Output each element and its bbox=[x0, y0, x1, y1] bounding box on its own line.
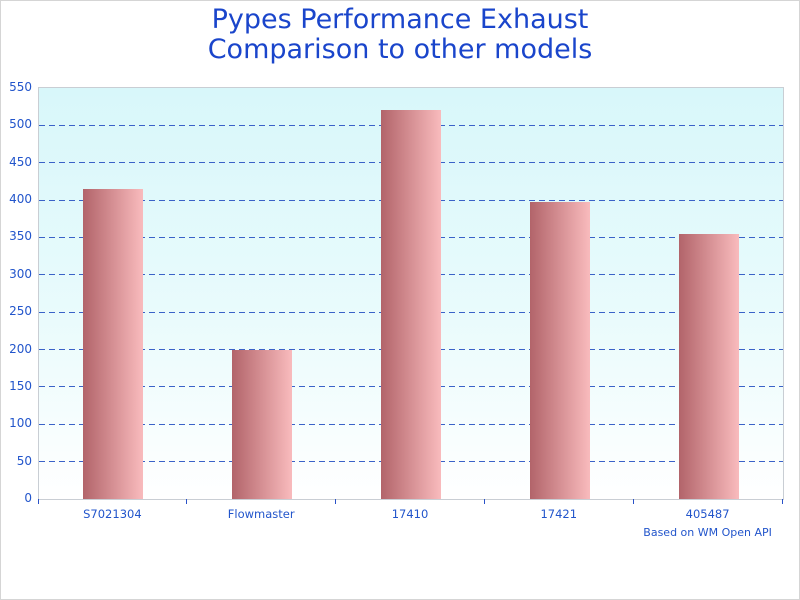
y-axis-label-250: 250 bbox=[9, 304, 32, 319]
y-axis-label-200: 200 bbox=[9, 341, 32, 356]
x-axis-label-405487: 405487 bbox=[685, 507, 730, 521]
y-axis-label-350: 350 bbox=[9, 229, 32, 244]
bar-S7021304 bbox=[83, 189, 144, 499]
y-axis-label-500: 500 bbox=[9, 117, 32, 132]
y-axis-label-300: 300 bbox=[9, 266, 32, 281]
bar-Flowmaster bbox=[232, 350, 293, 499]
x-axis-tick-4 bbox=[632, 499, 634, 504]
chart-title: Pypes Performance Exhaust Comparison to … bbox=[1, 5, 799, 65]
chart-title-line1: Pypes Performance Exhaust bbox=[211, 4, 589, 35]
x-axis-tick-0 bbox=[37, 499, 39, 504]
x-axis-label-S7021304: S7021304 bbox=[83, 507, 142, 521]
x-axis-label-Flowmaster: Flowmaster bbox=[227, 507, 295, 521]
bar-17421 bbox=[529, 202, 590, 499]
y-axis-label-400: 400 bbox=[9, 192, 32, 207]
chart-footnote: Based on WM Open API bbox=[643, 526, 772, 539]
y-axis-label-50: 50 bbox=[16, 453, 32, 468]
y-axis-label-0: 0 bbox=[24, 491, 32, 505]
x-axis-label-17421: 17421 bbox=[540, 507, 578, 521]
plot-area bbox=[38, 87, 784, 500]
x-axis-tick-2 bbox=[335, 499, 337, 504]
x-axis-tick-5 bbox=[781, 499, 783, 504]
x-axis-tick-1 bbox=[186, 499, 188, 504]
x-axis-tick-3 bbox=[483, 499, 485, 504]
x-axis-label-17410: 17410 bbox=[391, 507, 429, 521]
y-axis-label-100: 100 bbox=[9, 416, 32, 431]
y-axis-label-550: 550 bbox=[9, 80, 32, 94]
y-axis-label-150: 150 bbox=[9, 378, 32, 393]
chart-title-line2: Comparison to other models bbox=[207, 34, 593, 65]
y-axis-label-450: 450 bbox=[9, 154, 32, 169]
bar-17410 bbox=[381, 110, 441, 499]
bar-405487 bbox=[678, 234, 739, 499]
